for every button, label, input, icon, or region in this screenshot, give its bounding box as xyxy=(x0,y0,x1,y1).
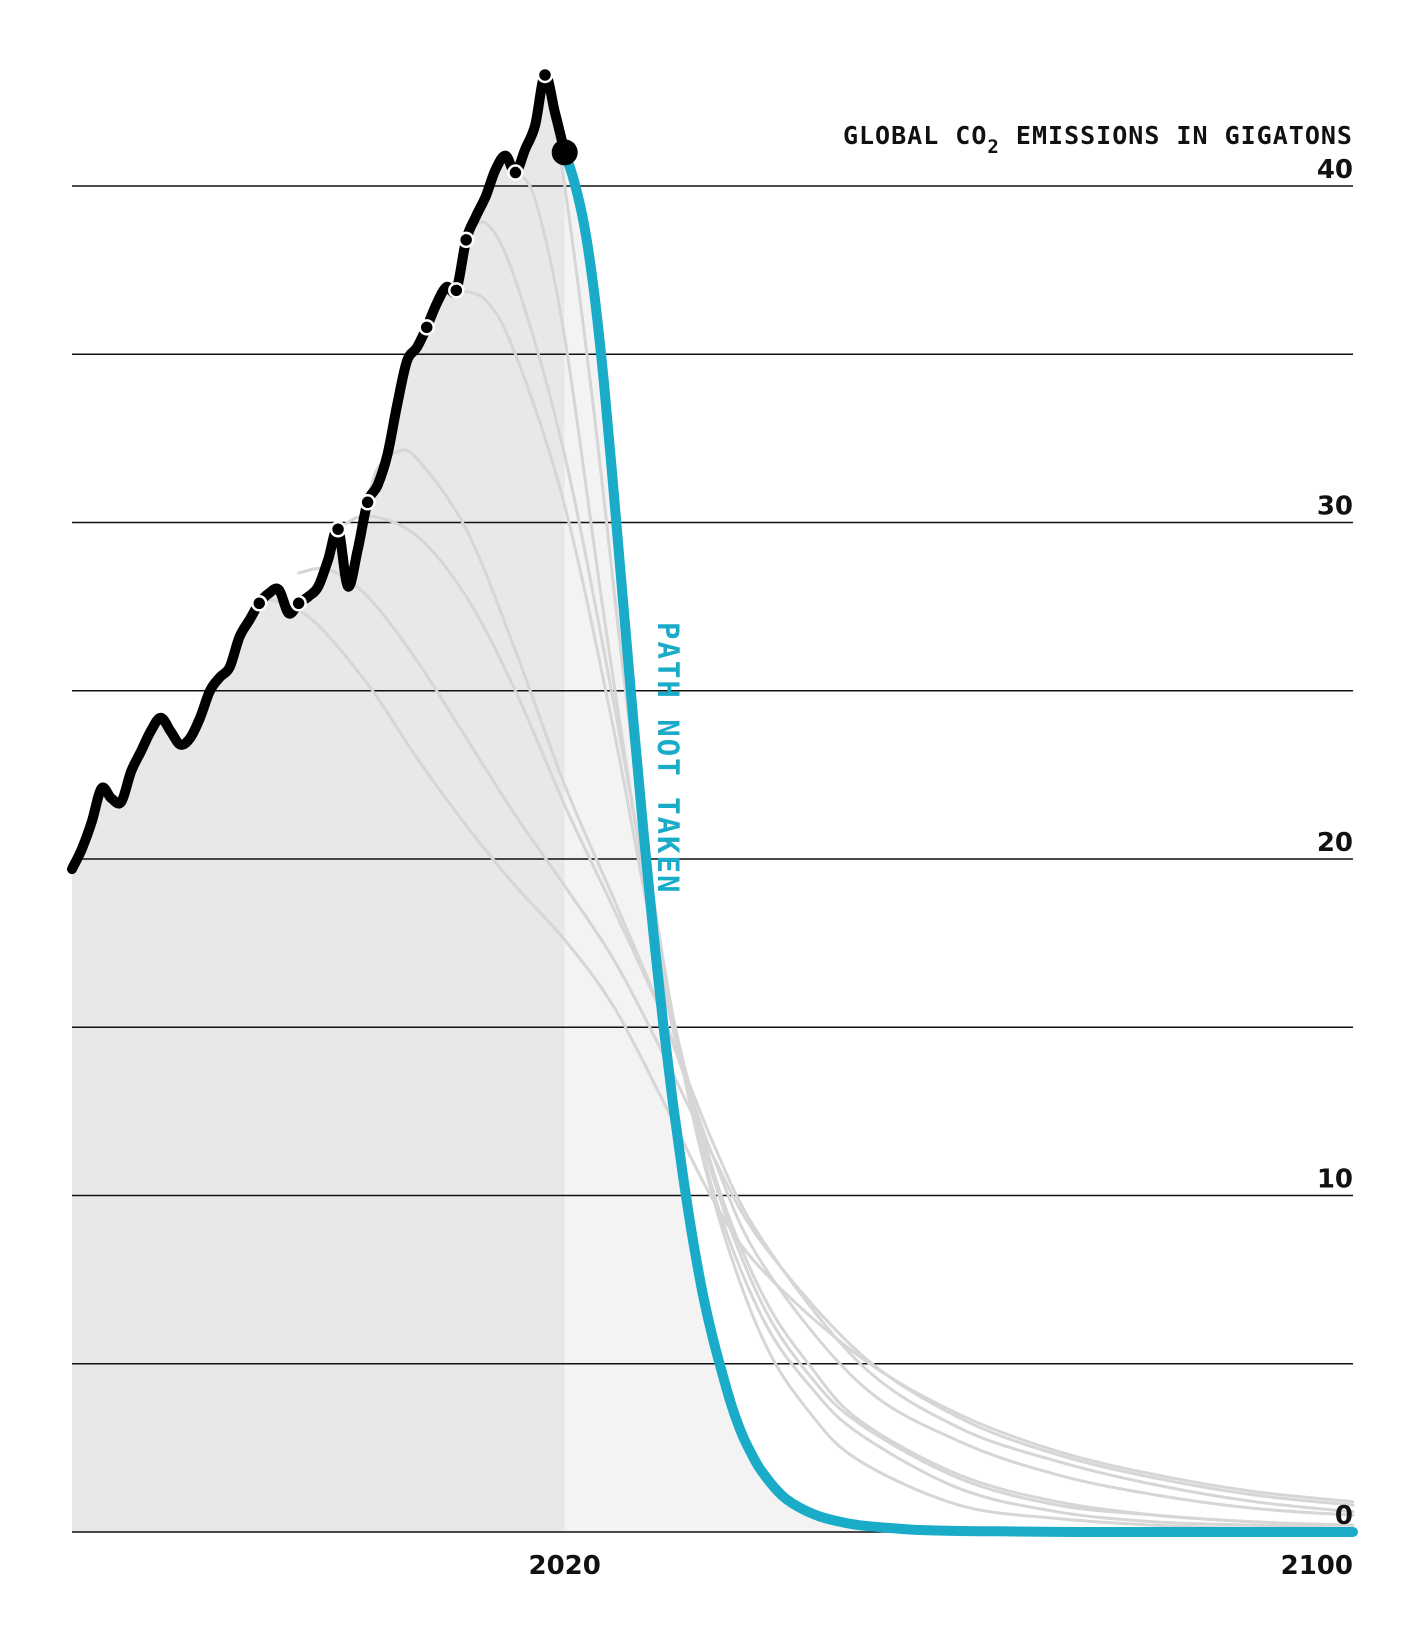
x-tick-label-2100: 2100 xyxy=(1281,1551,1353,1581)
peak-marker-2010 xyxy=(457,231,475,249)
peak-marker-2018 xyxy=(536,66,554,84)
y-tick-label-20: 20 xyxy=(1317,828,1353,858)
scenario-line-2015 xyxy=(513,171,1355,1531)
scenario-line-2010 xyxy=(464,220,1355,1527)
scenario-line-1997 xyxy=(336,514,1355,1514)
scenario-line-1993 xyxy=(297,566,1355,1507)
peak-marker-1993 xyxy=(290,595,307,612)
path-not-taken-area xyxy=(564,152,1353,1533)
chart-title: GLOBAL CO2 EMISSIONS IN GIGATONS xyxy=(843,121,1353,158)
path-not-taken-line xyxy=(559,147,1358,1538)
historical-layer xyxy=(67,66,578,875)
y-tick-label-10: 10 xyxy=(1317,1165,1353,1195)
historical-area xyxy=(72,74,565,1533)
y-tick-label-40: 40 xyxy=(1317,155,1353,185)
path-not-taken-layer xyxy=(559,147,1358,1538)
scenario-line-2009 xyxy=(454,288,1355,1527)
labels-layer: GLOBAL CO2 EMISSIONS IN GIGATONS PATH NO… xyxy=(529,121,1353,1581)
path-not-taken-label: PATH NOT TAKEN xyxy=(651,622,685,894)
scenario-line-2000 xyxy=(366,448,1355,1517)
peak-marker-1989 xyxy=(250,595,268,612)
peak-marker-1997 xyxy=(329,520,347,538)
peak-marker-2000 xyxy=(359,494,376,511)
peak-marker-2015 xyxy=(507,164,524,181)
y-tick-label-30: 30 xyxy=(1317,492,1353,522)
scenario-line-2018 xyxy=(543,73,1355,1532)
peak-marker-2009 xyxy=(448,282,465,299)
chart-title-subscript: 2 xyxy=(987,136,999,158)
gridlines xyxy=(72,185,1353,1533)
x-tick-label-2020: 2020 xyxy=(529,1551,601,1581)
peak-marker-2006 xyxy=(418,319,435,336)
y-tick-label-0: 0 xyxy=(1335,1501,1353,1531)
area-layer xyxy=(72,74,1353,1533)
chart-title-suffix: EMISSIONS IN GIGATONS xyxy=(1000,121,1353,150)
historical-line xyxy=(67,69,570,875)
endpoint-marker-2020 xyxy=(551,139,578,166)
